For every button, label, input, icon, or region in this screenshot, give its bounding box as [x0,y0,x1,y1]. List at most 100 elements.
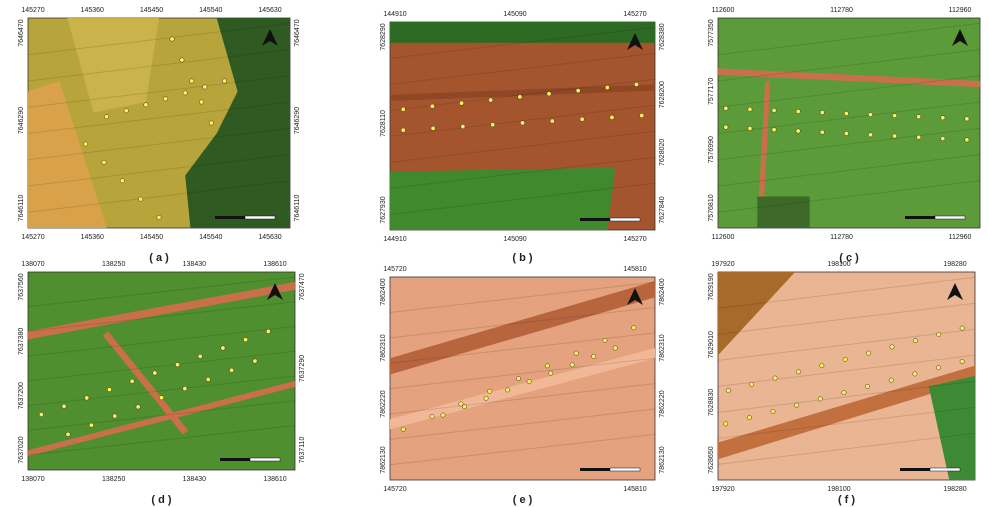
coord-label: 198280 [943,261,966,268]
coord-label: 198100 [827,486,850,493]
coord-label: 145810 [623,266,646,273]
coord-label: 145540 [199,7,222,14]
sample-point [913,338,917,342]
coord-label: 198280 [943,486,966,493]
map-panel: 1457201458101457201458107862400786231078… [380,266,666,506]
sample-point [965,138,969,142]
coord-label: 112600 [712,234,735,241]
coord-label: 145270 [21,234,44,241]
coord-label: 145270 [623,236,646,243]
sample-point [83,142,87,146]
sample-point [592,354,596,358]
coord-label: 7646470 [294,19,301,46]
sample-point [505,388,509,392]
sample-point [576,88,580,92]
coord-label: 7646290 [18,107,25,134]
sample-point [748,107,752,111]
sample-point [199,100,203,104]
sample-point [889,378,893,382]
sample-point [892,134,896,138]
coord-label: 7629190 [708,273,715,300]
sample-point [243,338,247,342]
coord-label: 7628830 [708,389,715,416]
sample-point [488,389,492,393]
sample-point [866,351,870,355]
coord-label: 7628650 [708,446,715,473]
coord-label: 197920 [711,486,734,493]
coord-label: 7637290 [299,355,306,382]
sample-point [159,396,163,400]
coord-label: 145090 [503,236,526,243]
sample-point [550,119,554,123]
sample-point [124,109,128,113]
sample-point [603,338,607,342]
scale-bar [900,468,930,471]
coord-label: 138430 [183,476,206,483]
coord-label: 138610 [263,261,286,268]
sample-point [163,97,167,101]
sample-point [518,95,522,99]
coord-label: 145360 [81,7,104,14]
sample-point [868,112,872,116]
sample-point [890,345,894,349]
sample-point [157,215,161,219]
sample-point [138,197,142,201]
sample-point [153,371,157,375]
coord-label: 7628200 [659,81,666,108]
coord-label: 112960 [949,7,972,14]
sample-point [253,359,257,363]
coord-label: 7646290 [294,107,301,134]
sample-point [401,107,405,111]
sample-point [180,58,184,62]
coord-label: 7637470 [299,273,306,300]
sample-point [520,121,524,125]
coord-label: 145630 [258,234,281,241]
coord-label: 112600 [712,7,735,14]
sample-point [183,386,187,390]
sample-point [842,390,846,394]
coord-label: 138250 [102,261,125,268]
sample-point [461,124,465,128]
coord-label: 7577350 [708,19,715,46]
sample-point [459,101,463,105]
coord-label: 145450 [140,234,163,241]
sample-point [936,365,940,369]
sample-point [431,126,435,130]
sample-point [401,128,405,132]
sample-point [794,403,798,407]
coord-label: 7862130 [380,446,387,473]
scale-bar [245,216,275,219]
coord-label: 7628380 [659,23,666,50]
coord-label: 7646110 [294,195,301,222]
coord-label: 7637200 [18,382,25,409]
sample-point [516,376,520,380]
land-cover [390,22,655,43]
coord-label: 7862310 [659,334,666,361]
panel-label: ( a ) [149,252,169,264]
sample-point [198,354,202,358]
sample-point [441,413,445,417]
sample-point [120,179,124,183]
sample-point [104,115,108,119]
sample-point [913,372,917,376]
panel-label: ( d ) [151,494,171,506]
sample-point [818,397,822,401]
coord-label: 7862220 [380,390,387,417]
sample-point [222,79,226,83]
sample-point [724,106,728,110]
sample-point [724,422,728,426]
sample-point [796,129,800,133]
coord-label: 7627840 [659,196,666,223]
sample-point [820,130,824,134]
scale-bar [250,458,280,461]
coord-label: 145540 [199,234,222,241]
coord-label: 145360 [81,234,104,241]
panel-label: ( b ) [512,252,532,264]
sample-point [747,415,751,419]
sample-point [941,116,945,120]
coord-label: 144910 [383,11,406,18]
sample-point [183,91,187,95]
coord-label: 112960 [949,234,972,241]
sample-point [820,363,824,367]
